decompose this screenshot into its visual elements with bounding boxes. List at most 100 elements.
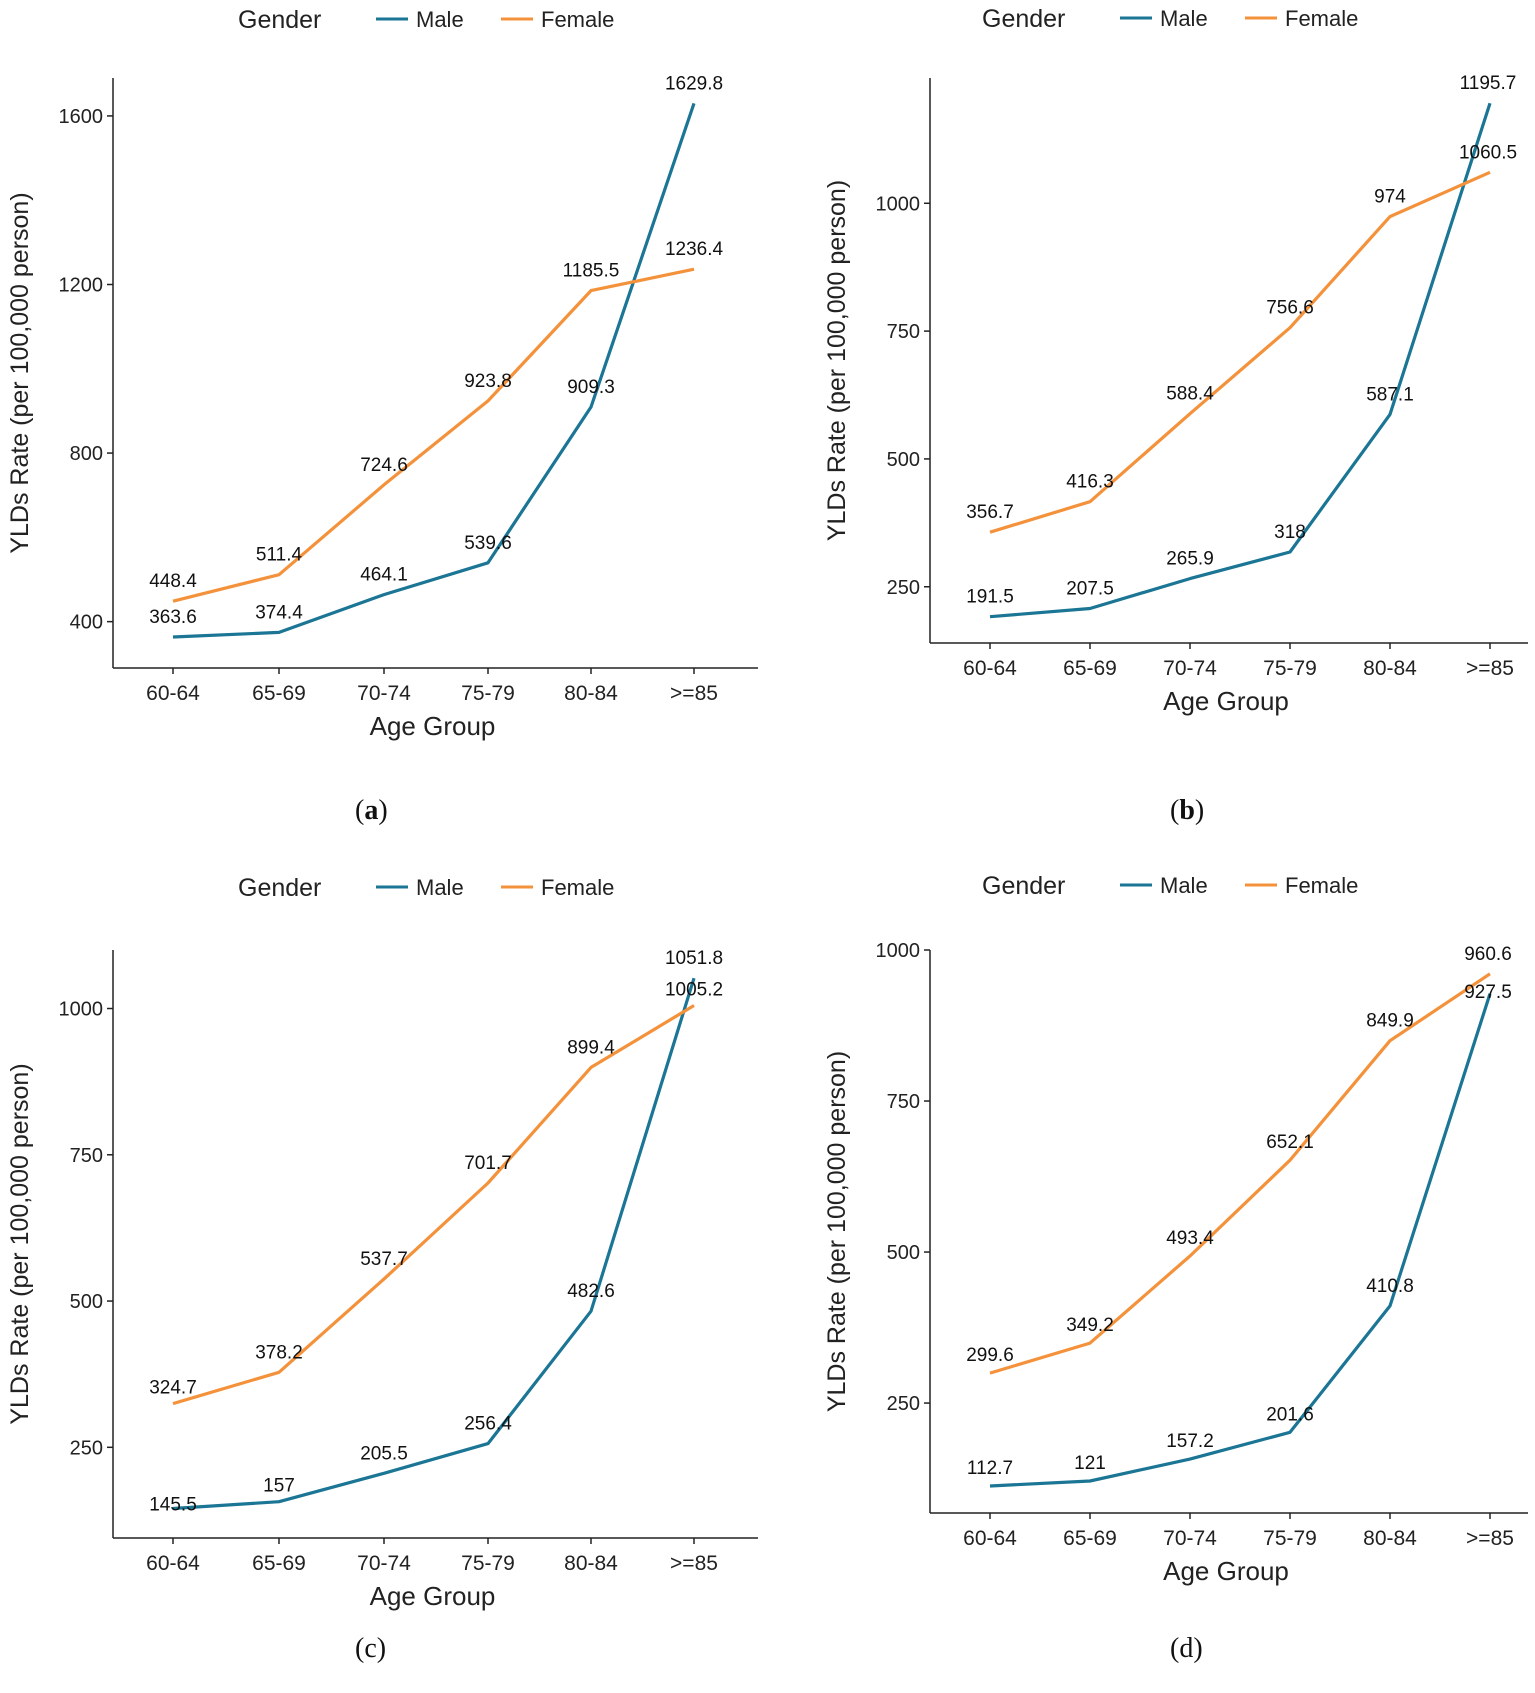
data-label-male: 157 — [263, 1476, 295, 1497]
caption-d: (d) — [1170, 1633, 1203, 1664]
chart-d: Gender Male Female 250 500 750 1000 60-64 65-69 7… — [823, 872, 1528, 1586]
data-label-male: 1051.8 — [665, 948, 723, 969]
x-axis-title: Age Group — [1163, 1556, 1289, 1586]
data-label-female: 701.7 — [464, 1153, 512, 1174]
panel-c: Gender Male Female 250 500 750 1000 60-64 65-69 7… — [0, 858, 760, 1693]
x-tick-label: 65-69 — [252, 1552, 306, 1575]
y-tick-label: 250 — [70, 1437, 103, 1459]
x-tick-label: 65-69 — [1063, 657, 1117, 680]
data-label-female: 299.6 — [966, 1345, 1014, 1366]
data-label-female: 974 — [1374, 187, 1406, 208]
x-tick-label: >=85 — [1466, 657, 1514, 680]
legend-label-female: Female — [541, 7, 614, 32]
data-label-male: 587.1 — [1366, 384, 1414, 405]
y-axis-title: YLDs Rate (per 100,000 person) — [6, 192, 34, 553]
y-tick-label: 1000 — [59, 999, 104, 1021]
data-label-female: 923.8 — [464, 371, 512, 392]
data-label-female: 724.6 — [360, 455, 408, 476]
data-label-female: 652.1 — [1266, 1132, 1314, 1153]
x-axis-title: Age Group — [370, 711, 496, 741]
data-label-male: 201.6 — [1266, 1404, 1314, 1425]
panel-a: Gender Male Female 400 800 1200 1600 60-64 65-69… — [0, 0, 760, 835]
y-tick-label: 1200 — [59, 275, 104, 297]
data-label-male: 191.5 — [966, 587, 1014, 608]
legend-title: Gender — [982, 5, 1065, 33]
caption-b: (b) — [1170, 795, 1205, 826]
data-label-male: 1629.8 — [665, 73, 723, 94]
y-tick-label: 500 — [70, 1291, 103, 1313]
y-tick-label: 250 — [887, 1393, 920, 1415]
legend-title: Gender — [238, 6, 321, 34]
legend-label-female: Female — [541, 875, 614, 900]
data-label-female: 1236.4 — [665, 239, 724, 260]
x-tick-label: 60-64 — [963, 1527, 1017, 1550]
caption-a: (a) — [355, 795, 388, 826]
data-label-female: 588.4 — [1166, 384, 1214, 405]
data-label-male: 410.8 — [1366, 1276, 1414, 1297]
data-label-female: 493.4 — [1166, 1228, 1214, 1249]
legend: Gender Male Female — [238, 874, 614, 902]
data-label-male: 256.4 — [464, 1414, 512, 1435]
chart-a: Gender Male Female 400 800 1200 1600 60-64 65-69… — [6, 6, 758, 741]
data-label-male: 121 — [1074, 1453, 1106, 1474]
series-line-male — [989, 102, 1492, 619]
x-tick-label: 70-74 — [1163, 1527, 1217, 1550]
panel-b: Gender Male Female 250 500 750 1000 60-64 65-69 7… — [770, 0, 1530, 835]
x-tick-label: >=85 — [670, 682, 718, 705]
data-label-female: 849.9 — [1366, 1011, 1414, 1032]
x-tick-label: 75-79 — [461, 1552, 515, 1575]
series-line-male — [172, 102, 696, 639]
x-tick-label: 65-69 — [1063, 1527, 1117, 1550]
data-label-female: 1060.5 — [1459, 142, 1517, 163]
data-label-male: 145.5 — [149, 1494, 197, 1515]
data-label-female: 324.7 — [149, 1378, 197, 1399]
data-label-female: 899.4 — [567, 1037, 615, 1058]
legend: Gender Male Female — [982, 872, 1358, 900]
x-tick-label: 65-69 — [252, 682, 306, 705]
legend-label-male: Male — [416, 875, 464, 900]
x-tick-label: 60-64 — [146, 1552, 200, 1575]
legend-label-female: Female — [1285, 6, 1358, 31]
series-line-female — [989, 972, 1491, 1375]
series-line-male — [172, 977, 696, 1511]
data-label-male: 909.3 — [567, 377, 615, 398]
x-tick-label: 75-79 — [461, 682, 515, 705]
x-tick-label: 80-84 — [1363, 657, 1417, 680]
x-tick-label: 80-84 — [1363, 1527, 1417, 1550]
y-tick-label: 500 — [887, 1242, 920, 1264]
data-label-female: 416.3 — [1066, 472, 1114, 493]
x-tick-label: >=85 — [1466, 1527, 1514, 1550]
series-line-female — [989, 170, 1491, 534]
panel-d: Gender Male Female 250 500 750 1000 60-64 65-69 7… — [770, 858, 1530, 1693]
data-label-male: 464.1 — [360, 565, 408, 586]
y-tick-label: 1000 — [876, 193, 921, 215]
data-label-male: 318 — [1274, 522, 1306, 543]
data-label-female: 356.7 — [966, 502, 1014, 523]
series-line-female — [172, 1004, 695, 1406]
caption-c: (c) — [355, 1633, 387, 1664]
y-tick-label: 500 — [887, 449, 920, 471]
x-tick-label: 70-74 — [357, 1552, 411, 1575]
y-tick-label: 250 — [887, 577, 920, 599]
x-tick-label: >=85 — [670, 1552, 718, 1575]
x-axis-title: Age Group — [370, 1581, 496, 1611]
legend: Gender Male Female — [982, 5, 1358, 33]
y-tick-label: 1000 — [876, 940, 921, 962]
data-label-male: 927.5 — [1464, 982, 1512, 1003]
data-label-female: 756.6 — [1266, 298, 1314, 319]
x-tick-label: 70-74 — [1163, 657, 1217, 680]
legend-title: Gender — [982, 872, 1065, 900]
data-label-female: 1185.5 — [563, 261, 620, 282]
data-label-male: 1195.7 — [1460, 73, 1517, 94]
data-label-female: 511.4 — [256, 545, 303, 566]
data-label-male: 539.6 — [464, 533, 512, 554]
y-tick-label: 400 — [70, 612, 103, 634]
legend-label-male: Male — [1160, 873, 1208, 898]
data-label-female: 378.2 — [255, 1342, 303, 1363]
data-label-male: 205.5 — [360, 1443, 408, 1464]
data-label-female: 960.6 — [1464, 944, 1512, 965]
legend-label-male: Male — [416, 7, 464, 32]
data-label-female: 537.7 — [360, 1249, 408, 1270]
data-label-male: 157.2 — [1166, 1431, 1214, 1452]
legend-label-male: Male — [1160, 6, 1208, 31]
